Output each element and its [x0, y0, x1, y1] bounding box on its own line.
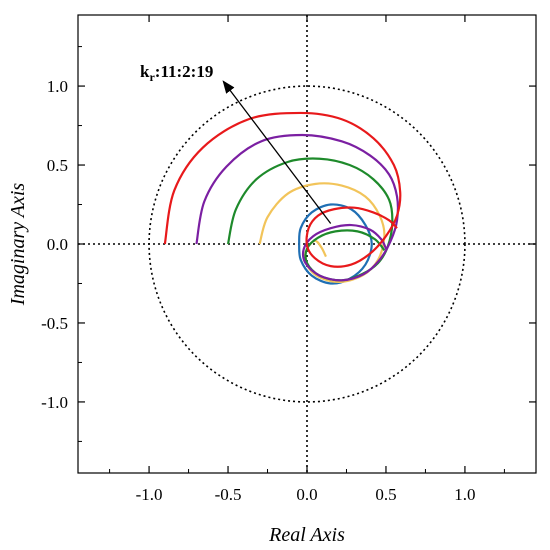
tick-marks: [78, 15, 536, 473]
annotation-arrow: [222, 80, 332, 224]
x-tick-label: 0.5: [375, 485, 396, 504]
y-tick-label: -0.5: [41, 314, 68, 333]
y-tick-label: 1.0: [47, 77, 68, 96]
x-axis-label: Real Axis: [268, 524, 345, 546]
y-tick-label: 0.5: [47, 156, 68, 175]
series-group: [163, 111, 402, 285]
x-tick-label: 0.0: [296, 485, 317, 504]
annotation-label: kr:11:2:19: [140, 62, 213, 84]
series-line-1: [298, 203, 373, 285]
series-line-2: [258, 182, 386, 284]
series-line-5: [163, 111, 402, 268]
tick-labels: -1.0 -0.5 0.0 0.5 1.0 1.0 0.5 0.0 -0.5 -1.0: [41, 77, 475, 504]
y-tick-label: 0.0: [47, 235, 68, 254]
y-tick-label: -1.0: [41, 393, 68, 412]
y-axis-label: Imaginary Axis: [7, 183, 29, 307]
series-line-4: [195, 133, 400, 282]
unit-circle: [148, 85, 466, 403]
x-tick-label: -0.5: [215, 485, 242, 504]
x-tick-label: -1.0: [136, 485, 163, 504]
x-tick-label: 1.0: [454, 485, 475, 504]
